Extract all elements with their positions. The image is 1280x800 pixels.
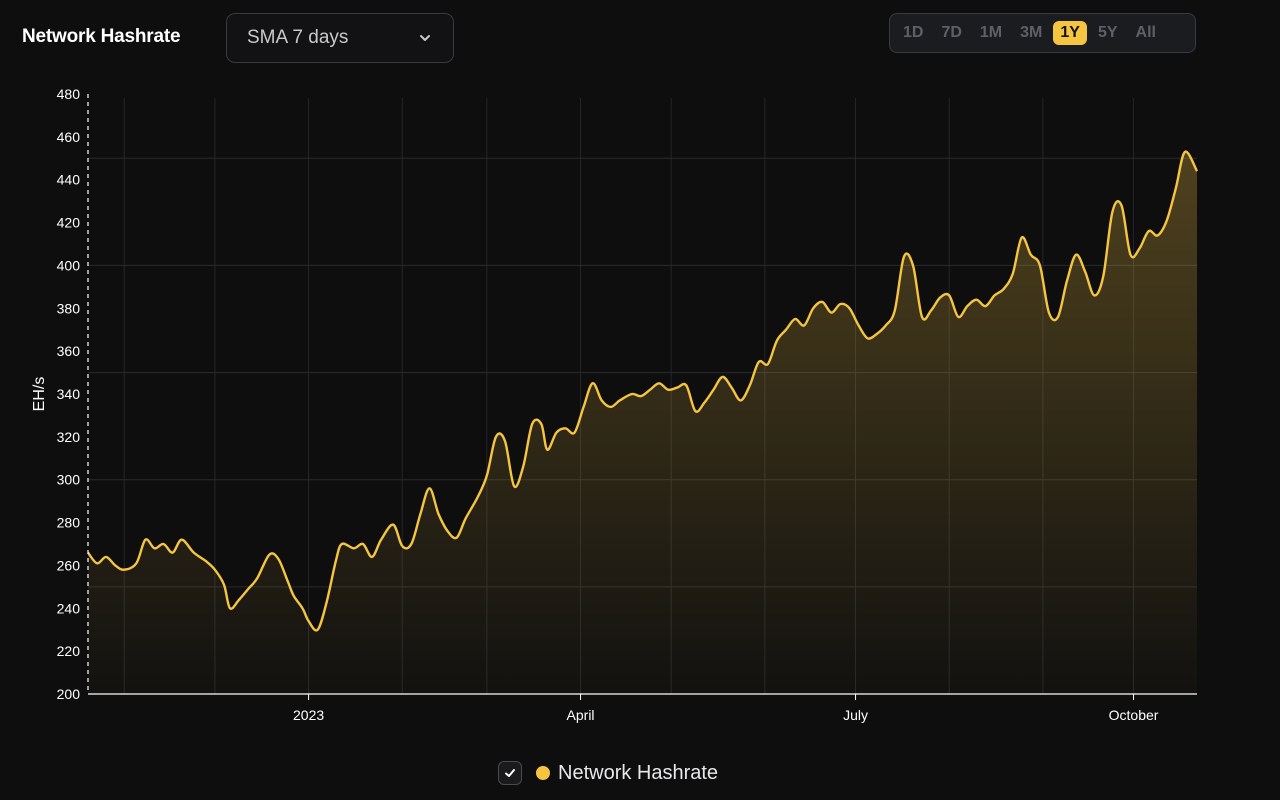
sma-period-select[interactable]: SMA 7 days (226, 13, 454, 63)
range-button-1d[interactable]: 1D (903, 24, 924, 41)
x-tick-label: 2023 (293, 707, 324, 723)
y-tick-label: 400 (57, 257, 81, 273)
y-tick-label: 220 (57, 643, 81, 659)
chart-legend: Network Hashrate (498, 761, 718, 785)
y-tick-label: 260 (57, 557, 81, 573)
y-tick-label: 340 (57, 386, 81, 402)
series-color-dot (536, 766, 550, 780)
y-tick-label: 240 (57, 600, 81, 616)
y-tick-label: 440 (57, 172, 81, 188)
y-axis-label: EH/s (31, 377, 48, 412)
series-area-fill (88, 151, 1197, 694)
time-range-selector: 1D 7D 1M 3M 1Y 5Y All (889, 13, 1196, 53)
y-tick-label: 300 (57, 472, 81, 488)
x-tick-label: April (567, 707, 595, 723)
range-button-7d[interactable]: 7D (941, 24, 962, 41)
y-tick-label: 360 (57, 343, 81, 359)
legend-label: Network Hashrate (558, 761, 719, 784)
series-toggle-checkbox[interactable] (498, 761, 522, 785)
series-line (87, 150, 1199, 632)
chart-title: Network Hashrate (22, 26, 181, 47)
y-tick-label: 420 (57, 215, 81, 231)
y-tick-label: 380 (57, 300, 81, 316)
sma-period-value: SMA 7 days (247, 27, 349, 48)
y-tick-label: 320 (57, 429, 81, 445)
range-button-1m[interactable]: 1M (979, 24, 1003, 41)
y-tick-label: 200 (57, 686, 81, 702)
x-tick-label: July (843, 707, 868, 723)
range-button-all[interactable]: All (1135, 24, 1156, 41)
y-tick-label: 280 (57, 515, 81, 531)
y-tick-label: 480 (57, 86, 81, 102)
chevron-down-icon (417, 30, 433, 46)
range-button-3m[interactable]: 3M (1020, 24, 1043, 41)
y-tick-label: 460 (57, 129, 81, 145)
x-tick-label: October (1109, 707, 1159, 723)
range-button-5y[interactable]: 5Y (1097, 24, 1118, 41)
hashrate-chart: 200 220 240 260 280 300 320 340 360 380 400 420 440 4… (31, 86, 1199, 723)
range-button-1y[interactable]: 1Y (1053, 21, 1087, 45)
checkmark-icon (505, 769, 515, 777)
